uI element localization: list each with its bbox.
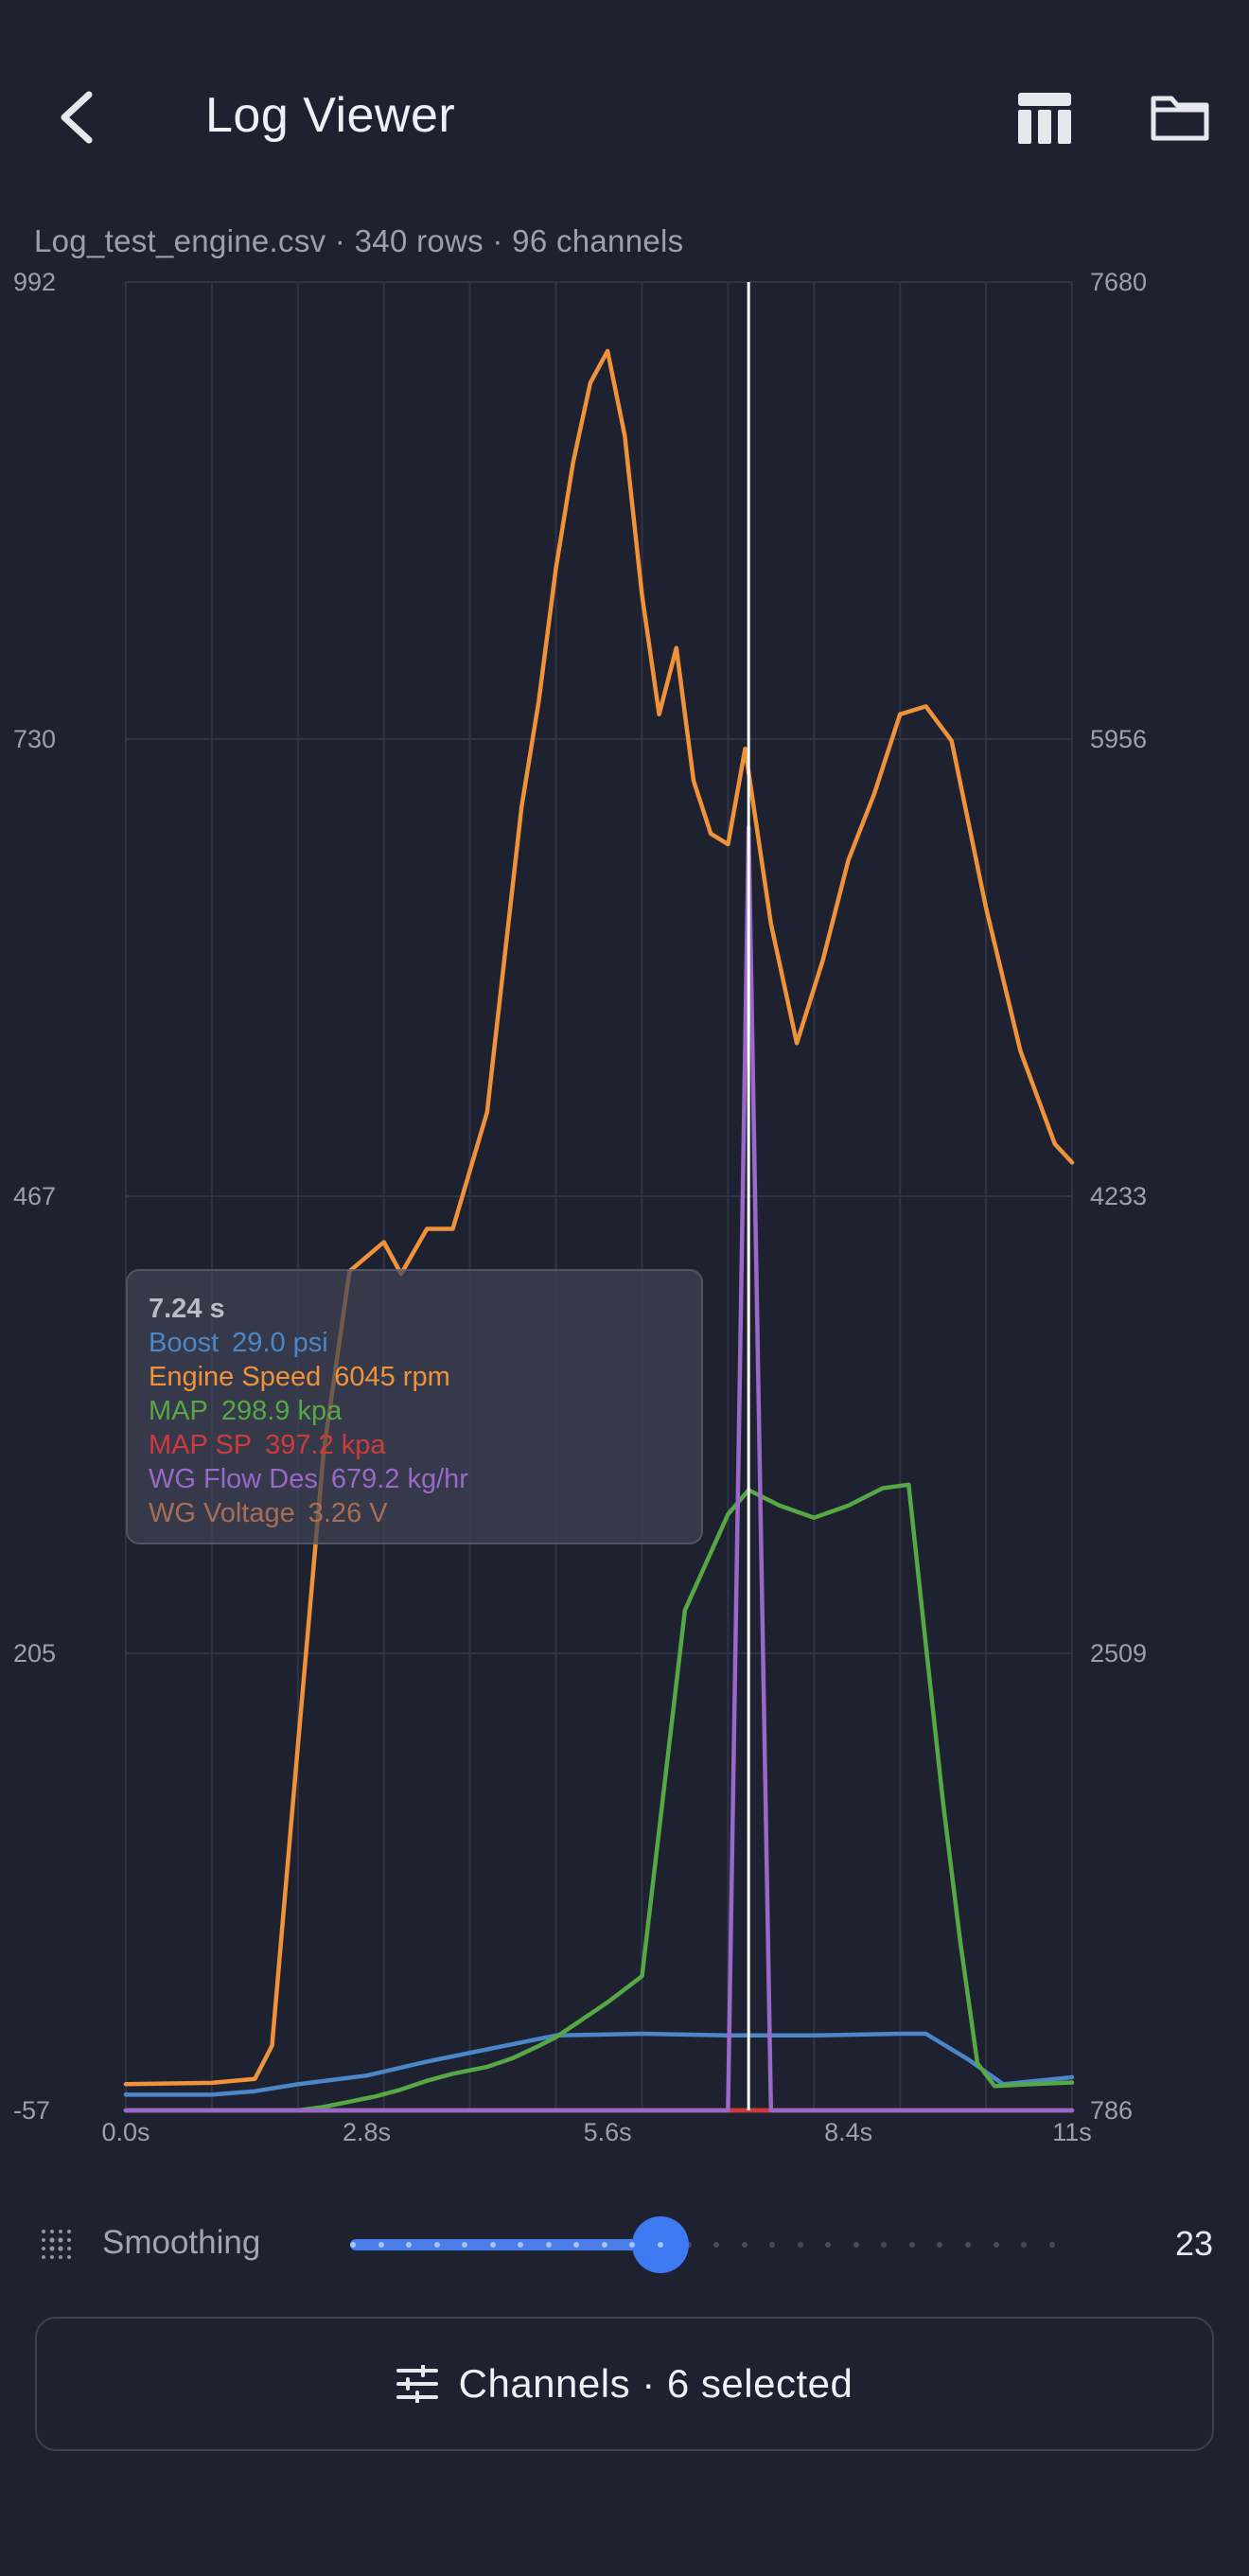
slider-tick <box>881 2242 888 2248</box>
slider-tick <box>1021 2242 1028 2248</box>
tooltip-row-name: Boost <box>149 1328 220 1358</box>
tooltip-row-value: 29.0 psi <box>232 1328 328 1358</box>
tooltip-row-value: 6045 rpm <box>334 1362 450 1392</box>
tooltip-row: MAP SP 397.2 kpa <box>149 1428 701 1462</box>
tooltip-row-value: 298.9 kpa <box>220 1396 343 1426</box>
chart-tooltip: 7.24 s Boost 29.0 psi Engine Speed 6045 rpm… <box>126 1269 703 1544</box>
chevron-left-icon <box>61 91 93 144</box>
smoothing-label: Smoothing <box>102 2224 261 2261</box>
left-axis-tick-label: 730 <box>13 725 56 753</box>
tooltip-row-name: WG Flow Des <box>149 1464 318 1494</box>
slider-tick <box>1048 2242 1055 2248</box>
slider-tick <box>433 2242 440 2248</box>
x-axis-tick-label: 5.6s <box>584 2118 632 2146</box>
slider-tick <box>908 2242 915 2248</box>
table-columns-icon <box>1018 93 1071 144</box>
x-axis-tick-label: 11s <box>1052 2118 1092 2146</box>
smoothing-value: 23 <box>1174 2224 1213 2263</box>
tooltip-row: Engine Speed 6045 rpm <box>149 1360 701 1394</box>
tooltip-row-name: MAP SP <box>149 1430 253 1460</box>
dot-grid-icon <box>42 2230 71 2259</box>
channels-button[interactable]: Channels · 6 selected <box>35 2317 1214 2451</box>
left-axis-tick-label: 205 <box>13 1639 56 1667</box>
page-title: Log Viewer <box>205 88 456 143</box>
log-chart[interactable]: 992 730 467 205 -57 7680 5956 4233 2509 786 0.0s 2.… <box>0 256 1249 2167</box>
left-axis-tick-label: 467 <box>13 1182 56 1210</box>
slider-tick <box>937 2242 943 2248</box>
table-view-button[interactable] <box>1014 87 1075 148</box>
tooltip-row: WG Voltage 3.26 V <box>149 1496 701 1530</box>
slider-tick <box>965 2242 972 2248</box>
tooltip-row-name: WG Voltage <box>149 1498 295 1528</box>
chart-grid <box>125 281 1073 2111</box>
tooltip-row-value: 679.2 kg/hr <box>330 1464 468 1494</box>
slider-tick <box>601 2242 607 2248</box>
left-axis-tick-label: -57 <box>13 2096 50 2125</box>
series-line-map <box>123 1482 1075 2113</box>
slider-tick <box>489 2242 496 2248</box>
channels-button-label: Channels · 6 selected <box>458 2361 853 2406</box>
slider-tick <box>350 2242 356 2248</box>
right-axis-tick-label: 5956 <box>1090 725 1147 753</box>
app-header: Log Viewer Log_test_engine.csv · 340 row… <box>0 0 1249 258</box>
tooltip-row-value: 397.2 kpa <box>265 1430 386 1460</box>
slider-tick <box>853 2242 859 2248</box>
slider-tick <box>629 2242 636 2248</box>
sliders-icon <box>396 2365 438 2403</box>
chart-series <box>123 348 1075 2113</box>
slider-tick <box>713 2242 720 2248</box>
x-axis-tick-label: 0.0s <box>101 2118 150 2146</box>
slider-tick <box>825 2242 832 2248</box>
file-info: Log_test_engine.csv · 340 rows · 96 chan… <box>34 223 684 258</box>
left-axis-tick-label: 992 <box>13 268 56 296</box>
tooltip-row-name: Engine Speed <box>149 1362 322 1392</box>
series-line-engine-speed <box>123 348 1075 2087</box>
tooltip-row-value: 3.26 V <box>308 1498 388 1528</box>
x-axis-tick-label: 2.8s <box>343 2118 391 2146</box>
chart-axes: 992 730 467 205 -57 7680 5956 4233 2509 786 0.0s 2.… <box>13 268 1147 2146</box>
right-axis-tick-label: 7680 <box>1090 268 1147 296</box>
tooltip-row: Boost 29.0 psi <box>149 1326 701 1360</box>
slider-tick <box>993 2242 999 2248</box>
slider-tick <box>462 2242 468 2248</box>
slider-tick <box>545 2242 552 2248</box>
right-axis-tick-label: 2509 <box>1090 1639 1147 1667</box>
slider-tick <box>797 2242 803 2248</box>
series-line-wg-flow-des <box>123 824 1075 2113</box>
slider-tick <box>658 2242 664 2248</box>
x-axis-tick-label: 8.4s <box>824 2118 872 2146</box>
tooltip-row: WG Flow Des 679.2 kg/hr <box>149 1462 701 1496</box>
tooltip-row: MAP 298.9 kpa <box>149 1394 701 1428</box>
smoothing-control: Smoothing 23 <box>0 2196 1249 2290</box>
slider-fill <box>350 2239 660 2250</box>
slider-tick <box>769 2242 776 2248</box>
smoothing-slider[interactable] <box>350 2216 1055 2273</box>
right-axis-tick-label: 4233 <box>1090 1182 1147 1210</box>
right-axis-tick-label: 786 <box>1090 2096 1133 2125</box>
slider-tick <box>741 2242 748 2248</box>
series-line-boost <box>123 2031 1075 2097</box>
slider-tick <box>518 2242 524 2248</box>
tooltip-time: 7.24 s <box>149 1294 225 1324</box>
back-button[interactable] <box>49 79 110 155</box>
slider-tick <box>406 2242 413 2248</box>
slider-tick <box>573 2242 580 2248</box>
slider-tick <box>378 2242 384 2248</box>
open-file-button[interactable] <box>1149 89 1211 146</box>
folder-icon <box>1151 96 1209 141</box>
tooltip-row-name: MAP <box>149 1396 208 1426</box>
